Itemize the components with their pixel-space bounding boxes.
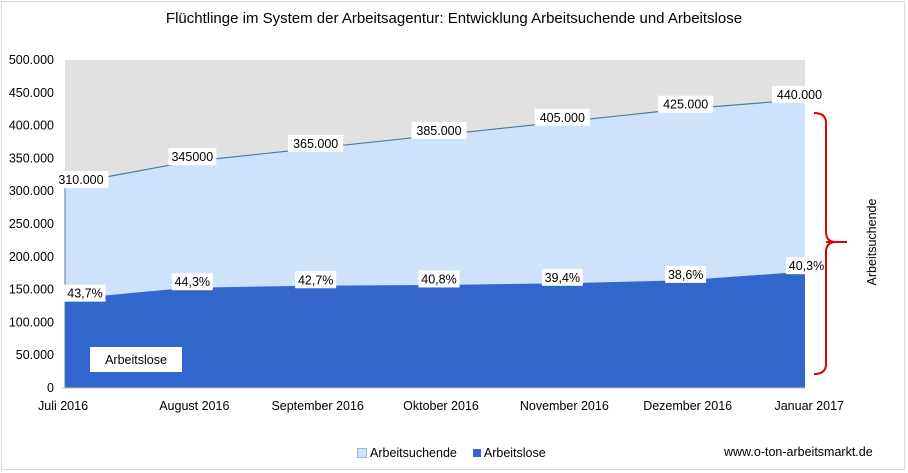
legend-item-arbeitsuchende: Arbeitsuchende (357, 446, 457, 460)
data-label-arbeitsuchende-bg (772, 85, 827, 103)
y-tick-label: 0 (47, 381, 54, 395)
x-tick-label: November 2016 (520, 399, 609, 413)
bracket (813, 112, 837, 375)
x-tick-label: Juli 2016 (38, 399, 88, 413)
data-label-arbeitslose: 40,3% (789, 259, 824, 273)
data-label-arbeitslose-bg (418, 270, 460, 288)
x-tick-label: Januar 2017 (774, 399, 844, 413)
series-area-arbeitslose (65, 271, 805, 388)
data-label-arbeitslose: 43,7% (67, 287, 102, 301)
data-label-arbeitslose: 44,3% (175, 275, 210, 289)
legend-label-arbeitsuchende: Arbeitsuchende (370, 446, 457, 460)
data-label-arbeitsuchende: 425.000 (663, 98, 708, 112)
data-label-arbeitsuchende: 405.000 (540, 111, 585, 125)
data-label-arbeitslose-bg (64, 284, 106, 302)
y-tick-label: 200.000 (9, 250, 54, 264)
bracket-label-arbeitsuchende: Arbeitsuchende (865, 199, 879, 286)
data-label-arbeitsuchende-bg (288, 135, 344, 153)
data-label-arbeitslose: 38,6% (668, 268, 703, 282)
data-label-arbeitsuchende-bg (411, 121, 467, 139)
data-label-arbeitsuchende-bg (168, 148, 217, 166)
area-label-arbeitslose: Arbeitslose (105, 353, 167, 367)
data-label-arbeitsuchende: 440.000 (777, 88, 822, 102)
y-tick-label: 300.000 (9, 184, 54, 198)
x-tick-label: Oktober 2016 (403, 399, 479, 413)
data-label-arbeitslose: 40,8% (421, 272, 456, 286)
y-tick-label: 350.000 (9, 151, 54, 165)
data-label-arbeitslose-bg (171, 273, 213, 291)
y-tick-label: 150.000 (9, 283, 54, 297)
data-label-arbeitslose-bg (786, 257, 827, 275)
area-label-box (90, 347, 182, 372)
y-tick-label: 500.000 (9, 53, 54, 67)
data-label-arbeitslose-bg (665, 265, 707, 283)
data-label-arbeitsuchende-bg (534, 108, 590, 126)
data-label-arbeitsuchende-bg (658, 95, 714, 113)
data-label-arbeitsuchende-bg (53, 171, 109, 189)
source-text: www.o-ton-arbeitsmarkt.de (724, 445, 873, 459)
data-label-arbeitsuchende: 385.000 (416, 124, 461, 138)
data-label-arbeitslose: 39,4% (545, 271, 580, 285)
y-tick-label: 450.000 (9, 86, 54, 100)
y-tick-label: 100.000 (9, 315, 54, 329)
x-tick-label: Dezember 2016 (643, 399, 732, 413)
data-label-arbeitslose: 42,7% (298, 273, 333, 287)
x-tick-label: September 2016 (271, 399, 363, 413)
x-tick-label: August 2016 (159, 399, 229, 413)
y-tick-label: 250.000 (9, 217, 54, 231)
data-label-arbeitsuchende: 345000 (171, 150, 213, 164)
data-label-arbeitsuchende: 310.000 (58, 173, 103, 187)
data-label-arbeitslose-bg (541, 268, 583, 286)
legend-swatch-arbeitslose (472, 449, 481, 457)
data-label-arbeitslose-bg (295, 271, 337, 289)
legend-swatch-arbeitsuchende (357, 448, 367, 458)
data-label-arbeitsuchende: 365.000 (293, 137, 338, 151)
legend-label-arbeitslose: Arbeitslose (483, 446, 546, 460)
y-tick-label: 50.000 (16, 348, 54, 362)
legend-item-arbeitslose: Arbeitslose (472, 446, 546, 460)
chart-title: Flüchtlinge im System der Arbeitsagentur… (165, 10, 743, 27)
y-tick-label: 400.000 (9, 119, 54, 133)
legend: Arbeitsuchende Arbeitslose (357, 446, 562, 460)
